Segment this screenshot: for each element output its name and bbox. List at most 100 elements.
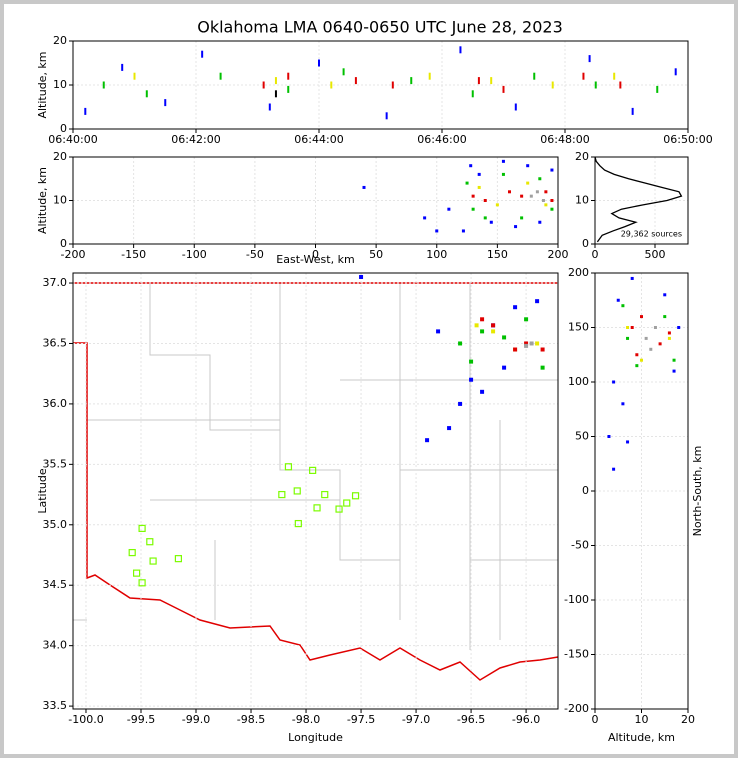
x-tick-label: -96.5 (457, 713, 485, 726)
source (477, 185, 481, 189)
plot-area (73, 157, 558, 244)
source (644, 336, 648, 340)
source (501, 172, 505, 176)
source (410, 77, 413, 85)
source (674, 68, 677, 76)
axes-frame (594, 272, 689, 710)
y-tick-label: 10 (53, 194, 67, 207)
source (423, 216, 427, 220)
source (550, 207, 554, 211)
source (526, 181, 530, 185)
source (588, 55, 591, 63)
x-tick-label: 06:50:00 (663, 133, 712, 146)
source (619, 81, 622, 89)
y-tick-label: 0 (60, 237, 67, 250)
axes-frame (72, 272, 559, 710)
source (594, 81, 597, 89)
station (313, 504, 321, 512)
source (640, 358, 643, 362)
source (672, 358, 676, 362)
x-tick-label: 0 (592, 248, 599, 261)
source (469, 377, 474, 382)
source (649, 347, 653, 351)
source (663, 293, 667, 297)
x-tick-label: 06:48:00 (540, 133, 589, 146)
source (653, 326, 657, 329)
source (612, 467, 616, 471)
y-tick-label: 10 (575, 194, 589, 207)
x-axis-label: Longitude (288, 731, 343, 744)
source (513, 305, 518, 310)
y-tick-label: 36.0 (43, 397, 68, 410)
station (284, 463, 293, 471)
y-tick-label: -50 (571, 539, 589, 552)
y-axis-label: Latitude (36, 468, 49, 514)
source (391, 81, 394, 89)
source (201, 50, 204, 58)
x-tick-label: -200 (61, 248, 86, 261)
source (330, 81, 333, 89)
y-tick-label: -100 (564, 593, 589, 606)
source (526, 164, 530, 168)
source (613, 72, 616, 80)
source (385, 112, 388, 120)
station (321, 490, 329, 499)
y-tick-label: -150 (564, 648, 589, 661)
source (667, 336, 671, 340)
station (343, 499, 351, 507)
y-tick-label: 50 (575, 430, 589, 443)
source (459, 46, 462, 54)
source (524, 317, 529, 322)
source (164, 99, 167, 107)
source (483, 199, 487, 202)
source (621, 304, 625, 308)
plot-area (595, 273, 688, 709)
y-tick-label: 33.5 (43, 699, 68, 712)
source (538, 220, 542, 224)
station (146, 538, 154, 546)
source (262, 81, 265, 89)
x-tick-label: 500 (645, 248, 666, 261)
source (677, 326, 681, 329)
station (278, 490, 286, 499)
x-tick-label: -96.0 (512, 713, 540, 726)
x-tick-label: -97.5 (347, 713, 375, 726)
source (469, 359, 474, 364)
source (667, 331, 671, 335)
source (535, 299, 540, 304)
source (477, 172, 481, 176)
axes-frame (594, 156, 689, 245)
x-tick-label: 20 (681, 713, 695, 726)
source (635, 364, 639, 368)
station (128, 548, 136, 557)
source (524, 343, 529, 348)
source (102, 81, 105, 89)
x-axis-label: Altitude, km (608, 731, 675, 744)
source (465, 181, 469, 185)
x-tick-label: 150 (487, 248, 508, 261)
station (294, 519, 302, 528)
y-tick-label: 20 (575, 150, 589, 163)
x-tick-label: -100 (182, 248, 207, 261)
x-tick-label: -99.5 (127, 713, 155, 726)
source (514, 225, 518, 229)
source (268, 103, 271, 111)
source (274, 90, 277, 98)
source (491, 329, 496, 334)
x-tick-label: -50 (246, 248, 264, 261)
x-tick-label: -98.0 (292, 713, 320, 726)
source (540, 365, 545, 370)
source (502, 335, 507, 340)
x-tick-label: -150 (121, 248, 146, 261)
x-tick-label: 100 (426, 248, 447, 261)
source (121, 63, 124, 71)
source (513, 347, 518, 352)
station (132, 569, 141, 577)
source (626, 326, 630, 329)
x-tick-label: 06:40:00 (48, 133, 97, 146)
source (544, 203, 548, 207)
source (630, 326, 634, 329)
x-tick-label: -97.0 (402, 713, 430, 726)
source (474, 323, 479, 328)
